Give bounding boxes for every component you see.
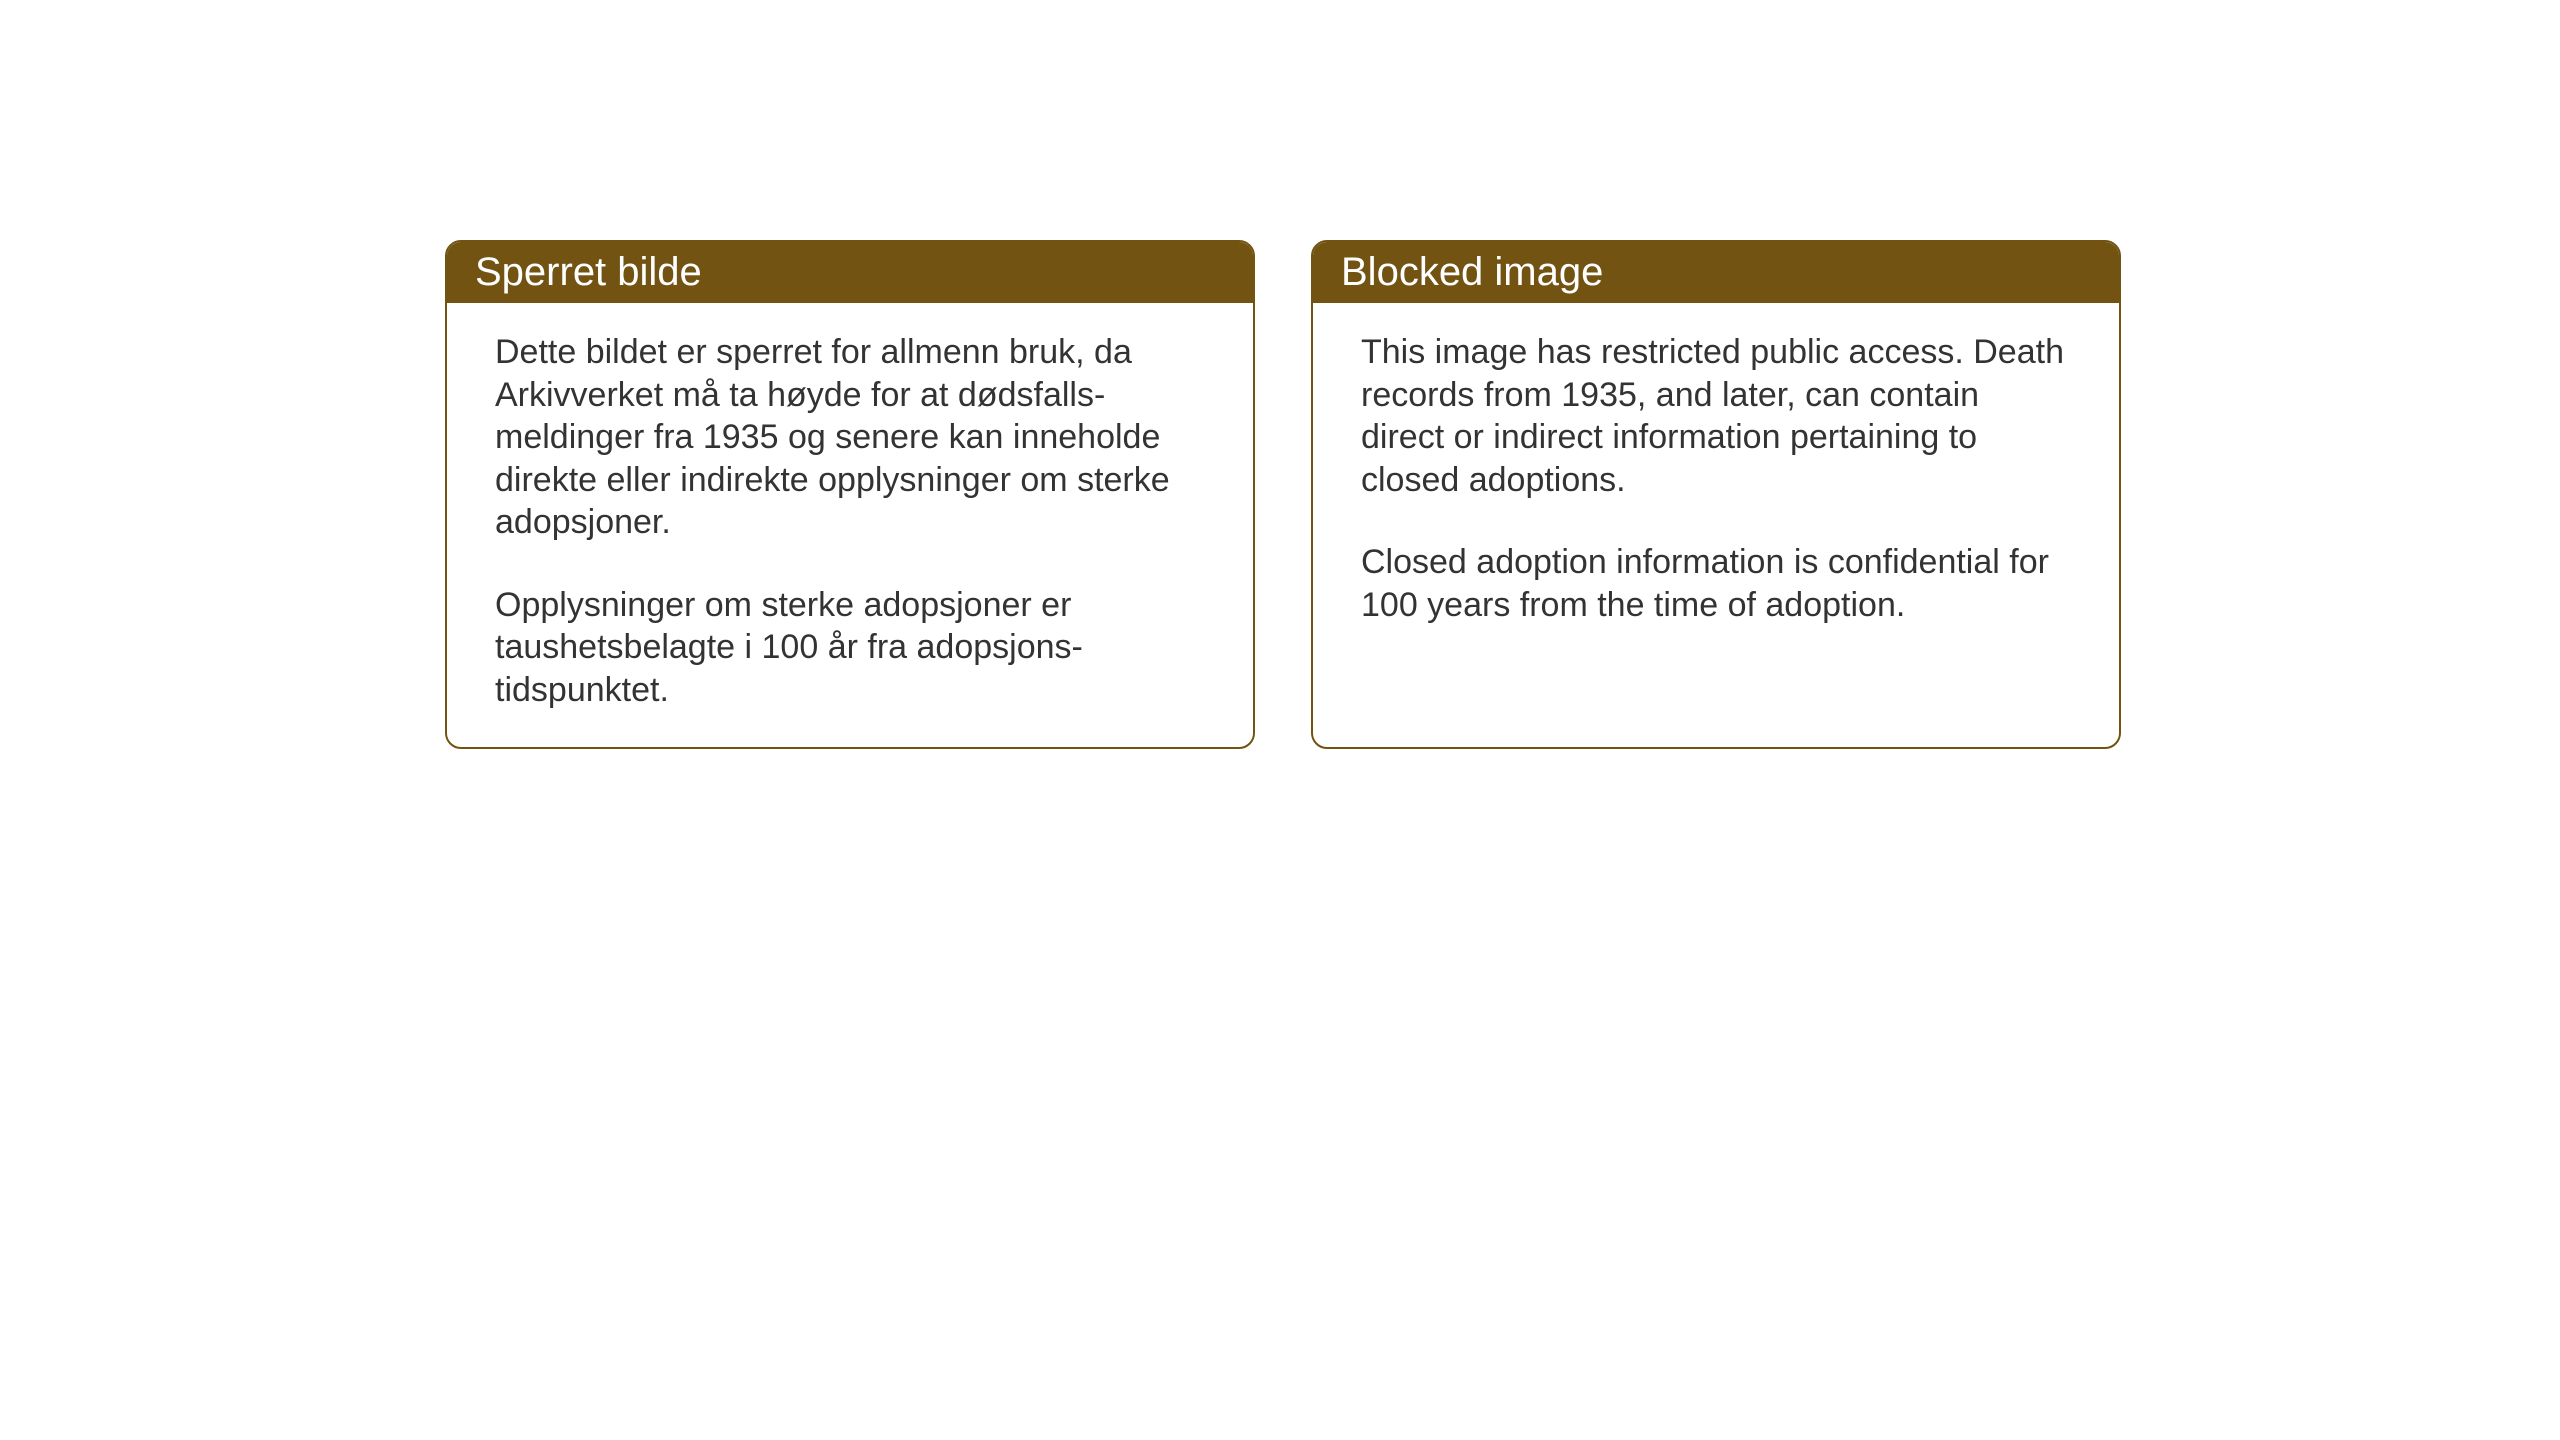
english-card-title: Blocked image	[1341, 250, 1603, 294]
norwegian-info-card: Sperret bilde Dette bildet er sperret fo…	[445, 240, 1255, 749]
norwegian-card-body: Dette bildet er sperret for allmenn bruk…	[447, 303, 1253, 747]
english-card-header: Blocked image	[1313, 242, 2119, 303]
english-card-body: This image has restricted public access.…	[1313, 303, 2119, 745]
norwegian-paragraph-2: Opplysninger om sterke adopsjoner er tau…	[495, 584, 1205, 712]
english-paragraph-1: This image has restricted public access.…	[1361, 331, 2071, 501]
info-cards-container: Sperret bilde Dette bildet er sperret fo…	[445, 240, 2121, 749]
norwegian-card-title: Sperret bilde	[475, 250, 702, 294]
norwegian-card-header: Sperret bilde	[447, 242, 1253, 303]
english-info-card: Blocked image This image has restricted …	[1311, 240, 2121, 749]
norwegian-paragraph-1: Dette bildet er sperret for allmenn bruk…	[495, 331, 1205, 544]
english-paragraph-2: Closed adoption information is confident…	[1361, 541, 2071, 626]
